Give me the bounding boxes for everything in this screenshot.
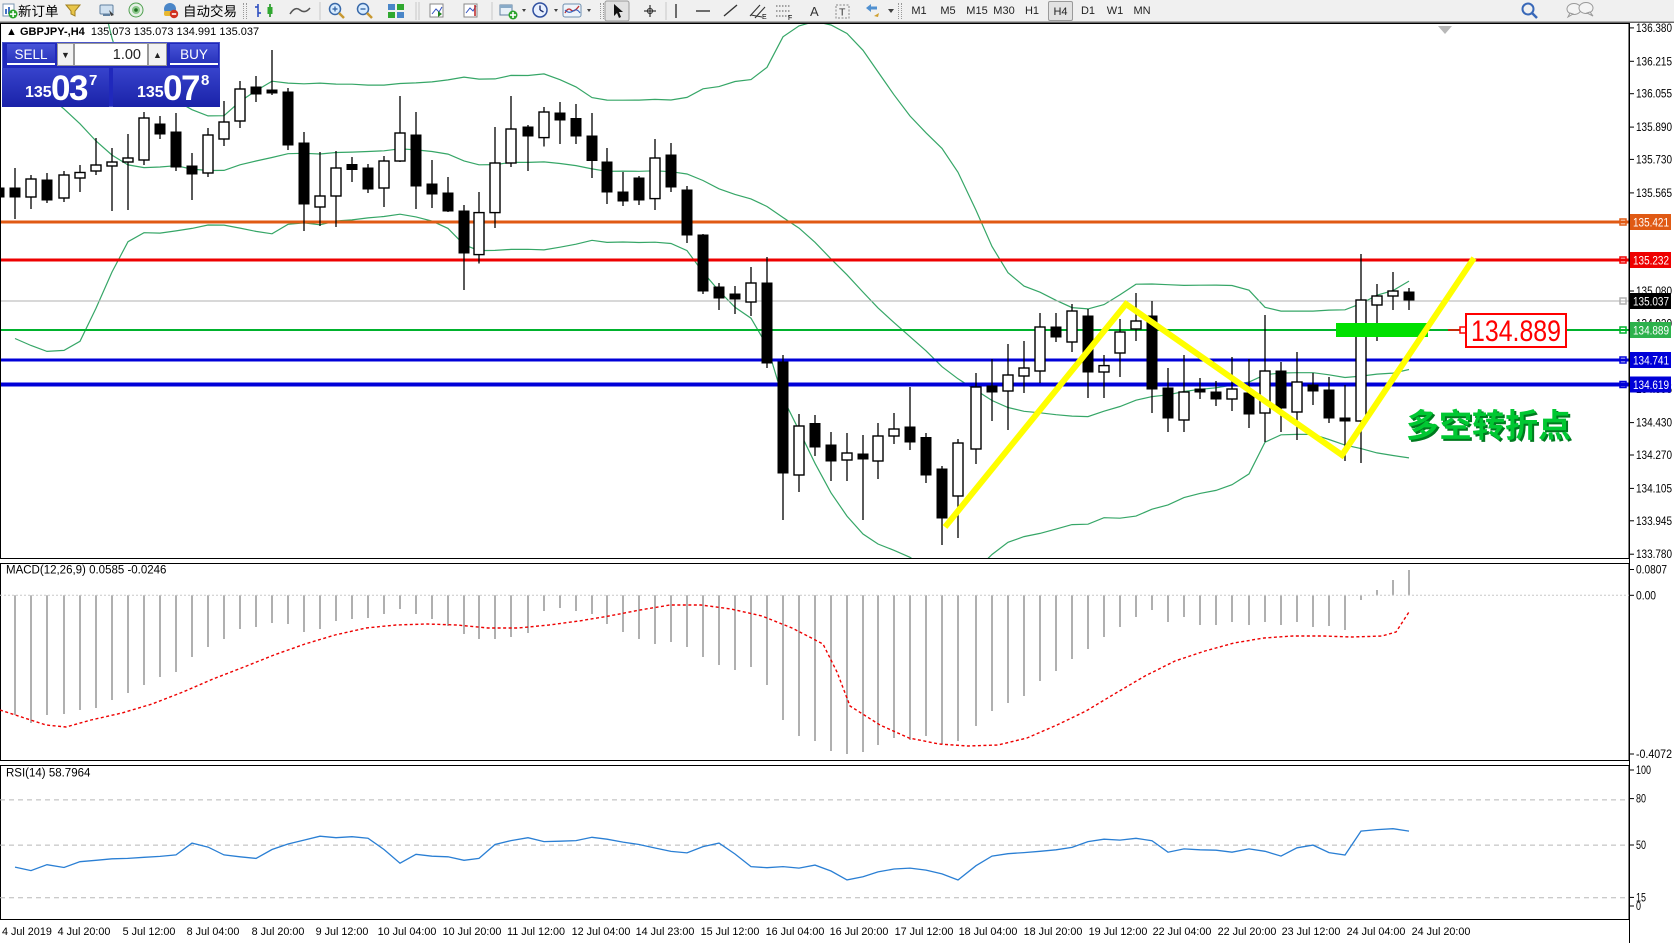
svg-text:22 Jul 20:00: 22 Jul 20:00	[1218, 926, 1277, 938]
svg-text:136.380: 136.380	[1636, 23, 1672, 35]
svg-text:50: 50	[1636, 840, 1646, 852]
svg-text:8 Jul 04:00: 8 Jul 04:00	[187, 926, 240, 938]
svg-text:MACD(12,26,9) 0.0585 -0.0246: MACD(12,26,9) 0.0585 -0.0246	[6, 565, 166, 577]
svg-text:19 Jul 12:00: 19 Jul 12:00	[1089, 926, 1148, 938]
svg-text:134.889: 134.889	[1471, 315, 1561, 348]
svg-text:17 Jul 12:00: 17 Jul 12:00	[895, 926, 954, 938]
svg-text:10 Jul 20:00: 10 Jul 20:00	[443, 926, 502, 938]
svg-text:135.890: 135.890	[1636, 122, 1672, 134]
svg-text:18 Jul 04:00: 18 Jul 04:00	[959, 926, 1018, 938]
svg-text:5 Jul 12:00: 5 Jul 12:00	[123, 926, 176, 938]
svg-text:9 Jul 12:00: 9 Jul 12:00	[316, 926, 369, 938]
svg-text:134.741: 134.741	[1633, 356, 1669, 368]
svg-text:14 Jul 23:00: 14 Jul 23:00	[636, 926, 695, 938]
svg-text:18 Jul 20:00: 18 Jul 20:00	[1024, 926, 1083, 938]
svg-text:134.105: 134.105	[1636, 483, 1672, 495]
svg-text:T: T	[839, 7, 846, 19]
svg-text:134.430: 134.430	[1636, 418, 1672, 430]
svg-text:E: E	[762, 14, 767, 21]
svg-text:136.215: 136.215	[1636, 56, 1672, 68]
svg-text:136.055: 136.055	[1636, 89, 1672, 101]
svg-text:4 Jul 20:00: 4 Jul 20:00	[58, 926, 111, 938]
svg-text:24 Jul 20:00: 24 Jul 20:00	[1412, 926, 1471, 938]
svg-text:22 Jul 04:00: 22 Jul 04:00	[1153, 926, 1212, 938]
svg-text:134.270: 134.270	[1636, 450, 1672, 462]
svg-text:0.00: 0.00	[1636, 590, 1656, 602]
svg-text:RSI(14) 58.7964: RSI(14) 58.7964	[6, 768, 91, 780]
svg-text:10 Jul 04:00: 10 Jul 04:00	[378, 926, 437, 938]
svg-text:4 Jul 2019: 4 Jul 2019	[2, 926, 52, 938]
svg-text:A: A	[810, 4, 819, 19]
svg-text:134.619: 134.619	[1633, 380, 1669, 392]
svg-text:F: F	[788, 15, 792, 22]
svg-text:0: 0	[1636, 901, 1641, 913]
svg-text:135.565: 135.565	[1636, 188, 1672, 200]
svg-text:11 Jul 12:00: 11 Jul 12:00	[507, 926, 565, 938]
svg-text:135.421: 135.421	[1633, 218, 1669, 230]
svg-text:16 Jul 20:00: 16 Jul 20:00	[830, 926, 889, 938]
svg-text:100: 100	[1636, 765, 1651, 777]
svg-text:12 Jul 04:00: 12 Jul 04:00	[572, 926, 631, 938]
svg-text:133.780: 133.780	[1636, 549, 1672, 561]
svg-text:15: 15	[1636, 892, 1646, 904]
svg-text:8 Jul 20:00: 8 Jul 20:00	[252, 926, 305, 938]
svg-text:134.889: 134.889	[1633, 326, 1669, 338]
svg-text:135.037: 135.037	[1633, 297, 1669, 309]
svg-text:135.232: 135.232	[1633, 256, 1669, 268]
svg-text:-0.4072: -0.4072	[1636, 749, 1672, 761]
svg-text:23 Jul 12:00: 23 Jul 12:00	[1282, 926, 1341, 938]
svg-text:15 Jul 12:00: 15 Jul 12:00	[701, 926, 760, 938]
svg-text:80: 80	[1636, 794, 1646, 806]
svg-text:0.0807: 0.0807	[1636, 565, 1667, 577]
svg-text:135.730: 135.730	[1636, 154, 1672, 166]
svg-text:16 Jul 04:00: 16 Jul 04:00	[766, 926, 825, 938]
svg-text:133.945: 133.945	[1636, 516, 1672, 528]
svg-text:24 Jul 04:00: 24 Jul 04:00	[1347, 926, 1406, 938]
